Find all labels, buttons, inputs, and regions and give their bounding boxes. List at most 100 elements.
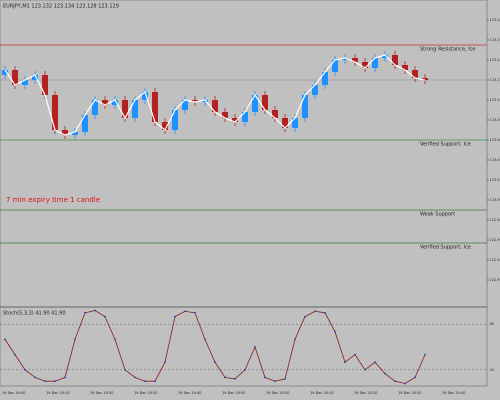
price-line [4, 54, 426, 136]
stoch-point [414, 376, 416, 379]
candle-body [362, 62, 368, 68]
candle-body [92, 100, 98, 115]
indicator-tick-label: 80 [490, 322, 494, 326]
plot-frame [0, 0, 488, 387]
candle-body [382, 55, 388, 58]
x-tick-label: 19 Dec 19:50 [222, 391, 246, 395]
candle-body [342, 58, 348, 60]
y-tick-label: 123.185 [490, 18, 500, 22]
x-tick-label: 19 Dec 20:40 [442, 391, 466, 395]
stoch-point [404, 382, 406, 385]
y-tick-label: 123.005 [490, 198, 500, 202]
candle-body [192, 100, 198, 102]
stoch-point [394, 380, 396, 383]
stoch-point [334, 330, 336, 333]
stoch-point [284, 378, 286, 380]
candle-body [392, 55, 398, 65]
candle-body [22, 80, 28, 85]
stoch-point [14, 353, 16, 356]
candle-body [152, 92, 158, 122]
x-tick-label: 19 Dec 20:30 [398, 391, 422, 395]
candle-body [352, 58, 358, 62]
candle-body [402, 65, 408, 70]
candle-body [162, 122, 168, 130]
candle-body [252, 95, 258, 112]
stoch-point [204, 338, 206, 341]
candle-body [132, 100, 138, 118]
candle-body [112, 100, 118, 105]
stoch-point [34, 376, 36, 379]
stoch-point [104, 315, 106, 318]
stoch-point [384, 372, 386, 375]
level-label: Strong Resistance, Ice [420, 47, 476, 53]
stoch-point [54, 380, 56, 383]
y-tick-label: 122.925 [490, 278, 500, 282]
stoch-point [304, 315, 306, 318]
stoch-point [424, 353, 426, 356]
stoch-point [364, 368, 366, 371]
y-tick-label: 123.045 [490, 158, 500, 162]
stoch-point [144, 380, 146, 383]
y-tick-label: 122.945 [490, 258, 500, 262]
stoch-point [154, 380, 156, 383]
candle-body [182, 100, 188, 110]
x-tick-label: 19 Dec 19:10 [46, 391, 70, 395]
x-tick-label: 19 Dec 20:10 [310, 391, 334, 395]
candle-body [322, 72, 328, 85]
level-label: Weak Support [420, 212, 455, 218]
candle-body [242, 112, 248, 122]
stoch-point [134, 376, 136, 379]
candle-body [422, 78, 428, 80]
candle-body [202, 100, 208, 102]
candle-body [232, 118, 238, 122]
stoch-point [194, 311, 196, 314]
candle-body [282, 118, 288, 128]
stoch-point [224, 376, 226, 379]
x-tick-label: 19 Dec 19:20 [90, 391, 114, 395]
y-tick-label: 123.065 [490, 138, 500, 142]
stoch-point [244, 368, 246, 371]
candle-body [312, 85, 318, 95]
candle-body [52, 95, 58, 130]
candle-body [122, 100, 128, 118]
candle-body [82, 115, 88, 132]
candle-body [272, 110, 278, 118]
x-tick-label: 19 Dec 20:20 [354, 391, 378, 395]
x-tick-label: 19 Dec 19:30 [134, 391, 158, 395]
y-tick-label: 123.025 [490, 178, 500, 182]
stoch-point [344, 361, 346, 364]
annotation: 7 min expiry time 1 candle [6, 196, 100, 204]
y-tick-label: 123.125 [490, 78, 500, 82]
x-tick-label: 19 Dec 20:00 [266, 391, 290, 395]
stoch-point [164, 361, 166, 364]
x-tick-label: 19 Dec 19:40 [178, 391, 202, 395]
y-tick-label: 122.985 [490, 218, 500, 222]
stoch-point [324, 311, 326, 314]
stoch-point [44, 380, 46, 383]
level-label: Verified Support, Ice [420, 142, 471, 148]
candle-body [412, 70, 418, 78]
stoch-point [354, 353, 356, 356]
candle-body [42, 75, 48, 95]
y-tick-label: 122.965 [490, 238, 500, 242]
candle-body [2, 70, 8, 75]
y-tick-label: 123.145 [490, 58, 500, 62]
candle-body [292, 118, 298, 128]
stoch-point [254, 346, 256, 348]
candle-body [72, 132, 78, 135]
candle-body [372, 58, 378, 68]
y-tick-label: 123.085 [490, 118, 500, 122]
y-tick-label: 123.105 [490, 98, 500, 102]
candle-body [302, 95, 308, 118]
stoch-point [174, 315, 176, 318]
stoch-point [274, 380, 276, 383]
stoch-point [184, 310, 186, 313]
x-tick-label: 19 Dec 19:00 [2, 391, 26, 395]
candle-body [332, 60, 338, 72]
candle-body [102, 100, 108, 105]
stoch-point [264, 376, 266, 379]
header: EURJPY,M1 123.132 123.134 123.128 123.12… [3, 4, 119, 10]
stoch-point [84, 311, 86, 314]
stoch-point [64, 376, 66, 379]
